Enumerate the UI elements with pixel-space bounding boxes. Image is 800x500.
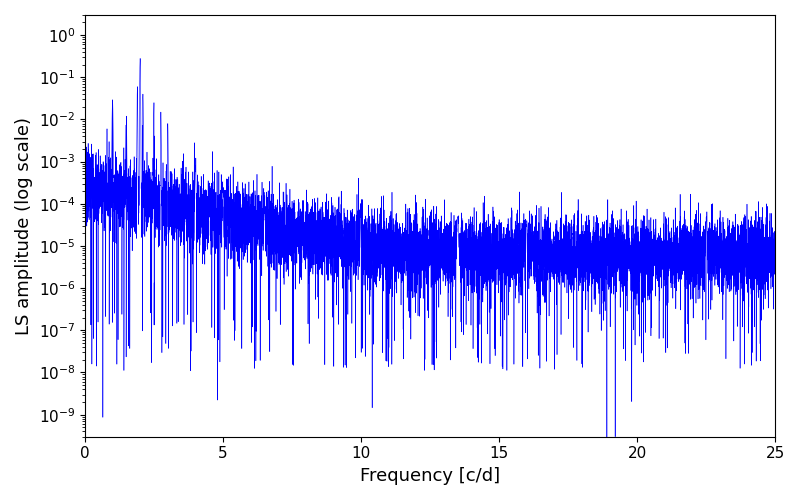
X-axis label: Frequency [c/d]: Frequency [c/d] [360,467,500,485]
Y-axis label: LS amplitude (log scale): LS amplitude (log scale) [15,117,33,335]
